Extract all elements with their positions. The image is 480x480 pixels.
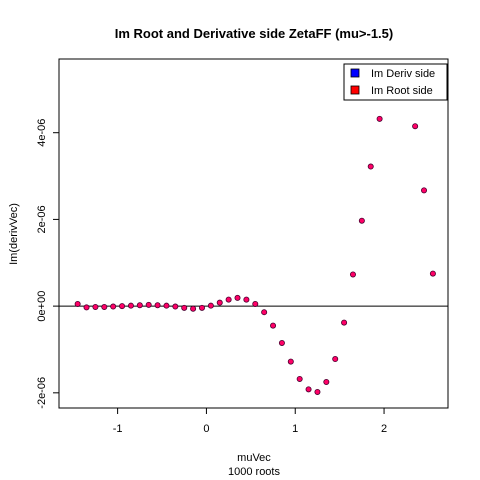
data-point (429, 270, 436, 277)
legend-label-root: Im Root side (371, 85, 433, 97)
data-point (172, 303, 179, 310)
data-point (376, 115, 383, 122)
data-point (341, 319, 348, 326)
points-layer (74, 115, 436, 395)
data-point (270, 322, 277, 329)
data-point (225, 296, 232, 303)
data-point (127, 302, 134, 309)
legend-swatch-root (350, 85, 360, 95)
y-tick-label: 2e-06 (36, 205, 48, 233)
x-tick-label: 2 (381, 423, 387, 435)
x-axis: -1 0 1 2 (113, 408, 387, 435)
x-axis-label: muVec (237, 452, 271, 464)
plot-frame (58, 58, 449, 409)
data-point (296, 375, 303, 382)
y-tick-label: -2e-06 (36, 377, 48, 409)
chart-title: Im Root and Derivative side ZetaFF (mu>-… (115, 26, 393, 41)
data-point (305, 386, 312, 393)
data-point (252, 300, 259, 307)
y-axis-label: Im(derivVec) (8, 203, 20, 265)
data-point (207, 302, 214, 309)
data-point (101, 303, 108, 310)
data-point (216, 299, 223, 306)
data-point (74, 300, 81, 307)
data-point (136, 302, 143, 309)
data-point (119, 303, 126, 310)
data-point (349, 271, 356, 278)
data-point (314, 388, 321, 395)
data-point (154, 302, 161, 309)
x-axis-subtitle: 1000 roots (228, 466, 280, 478)
legend-box (343, 63, 448, 101)
x-tick-label: 1 (292, 423, 298, 435)
data-point (358, 217, 365, 224)
legend-label-deriv: Im Deriv side (371, 68, 435, 80)
data-point (163, 302, 170, 309)
legend: Im Deriv side Im Root side (343, 63, 448, 101)
data-point (323, 378, 330, 385)
data-point (261, 309, 268, 316)
y-tick-label: 0e+00 (36, 291, 48, 322)
x-tick-label: 0 (203, 423, 209, 435)
data-point (367, 163, 374, 170)
data-point (412, 123, 419, 130)
data-point (421, 187, 428, 194)
data-point (234, 294, 241, 301)
data-point (243, 296, 250, 303)
y-axis: -2e-06 0e+00 2e-06 4e-06 (36, 119, 59, 409)
legend-swatch-deriv (350, 68, 360, 78)
data-point (332, 356, 339, 363)
data-point (190, 305, 197, 312)
data-point (181, 304, 188, 311)
data-point (83, 304, 90, 311)
data-point (110, 303, 117, 310)
x-tick-label: -1 (113, 423, 123, 435)
data-point (278, 339, 285, 346)
data-point (92, 303, 99, 310)
data-point (198, 304, 205, 311)
data-point (287, 358, 294, 365)
data-point (145, 301, 152, 308)
y-tick-label: 4e-06 (36, 119, 48, 147)
